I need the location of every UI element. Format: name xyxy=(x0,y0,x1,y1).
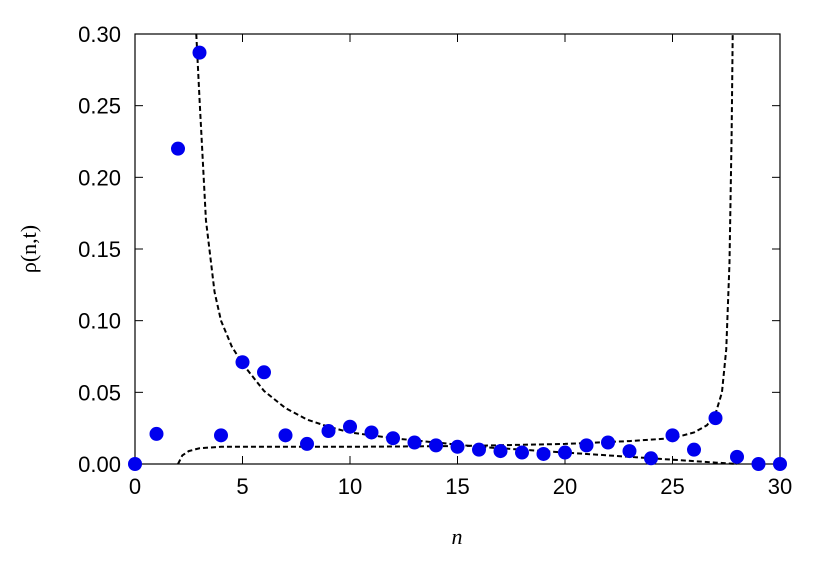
x-tick-label: 25 xyxy=(660,474,684,499)
data-point xyxy=(601,435,615,450)
x-tick-label: 30 xyxy=(768,474,792,499)
y-tick-label: 0.30 xyxy=(78,22,121,47)
data-point xyxy=(321,424,336,439)
data-point xyxy=(493,444,508,459)
data-point xyxy=(128,457,142,471)
data-point xyxy=(644,451,658,466)
x-tick-label: 0 xyxy=(129,474,141,499)
data-point xyxy=(171,141,185,156)
data-point xyxy=(364,425,379,440)
data-point xyxy=(730,449,744,464)
data-point xyxy=(622,444,637,459)
data-point xyxy=(300,436,314,451)
x-tick-label: 5 xyxy=(236,474,248,499)
y-axis-label: ρ(n,t) xyxy=(16,225,41,273)
curve xyxy=(195,33,738,465)
data-point xyxy=(149,426,164,441)
x-tick-label: 15 xyxy=(445,474,469,499)
data-point xyxy=(407,435,422,450)
data-point xyxy=(429,438,443,453)
data-point xyxy=(536,446,551,461)
y-tick-label: 0.15 xyxy=(78,237,121,262)
data-point xyxy=(515,445,529,460)
data-point xyxy=(343,419,357,434)
x-tick-label: 20 xyxy=(553,474,577,499)
data-point xyxy=(687,442,701,457)
x-axis-label: n xyxy=(452,524,463,549)
data-point xyxy=(773,457,787,471)
curve xyxy=(177,33,734,465)
y-tick-label: 0.00 xyxy=(78,452,121,477)
data-point xyxy=(450,439,465,454)
y-tick-label: 0.20 xyxy=(78,165,121,190)
x-tick-label: 10 xyxy=(338,474,362,499)
data-point xyxy=(472,442,486,457)
data-point xyxy=(386,431,400,446)
data-point xyxy=(278,428,293,443)
y-tick-label: 0.10 xyxy=(78,309,121,334)
plot-frame xyxy=(134,33,781,465)
data-point xyxy=(214,428,228,443)
data-point xyxy=(235,355,250,370)
data-point xyxy=(708,411,723,426)
data-point xyxy=(579,438,594,453)
data-point xyxy=(558,445,572,460)
data-point xyxy=(192,45,207,60)
y-tick-label: 0.25 xyxy=(78,94,121,119)
data-point xyxy=(257,365,271,380)
data-point xyxy=(665,428,680,443)
y-tick-label: 0.05 xyxy=(78,380,121,405)
data-point xyxy=(751,457,766,471)
